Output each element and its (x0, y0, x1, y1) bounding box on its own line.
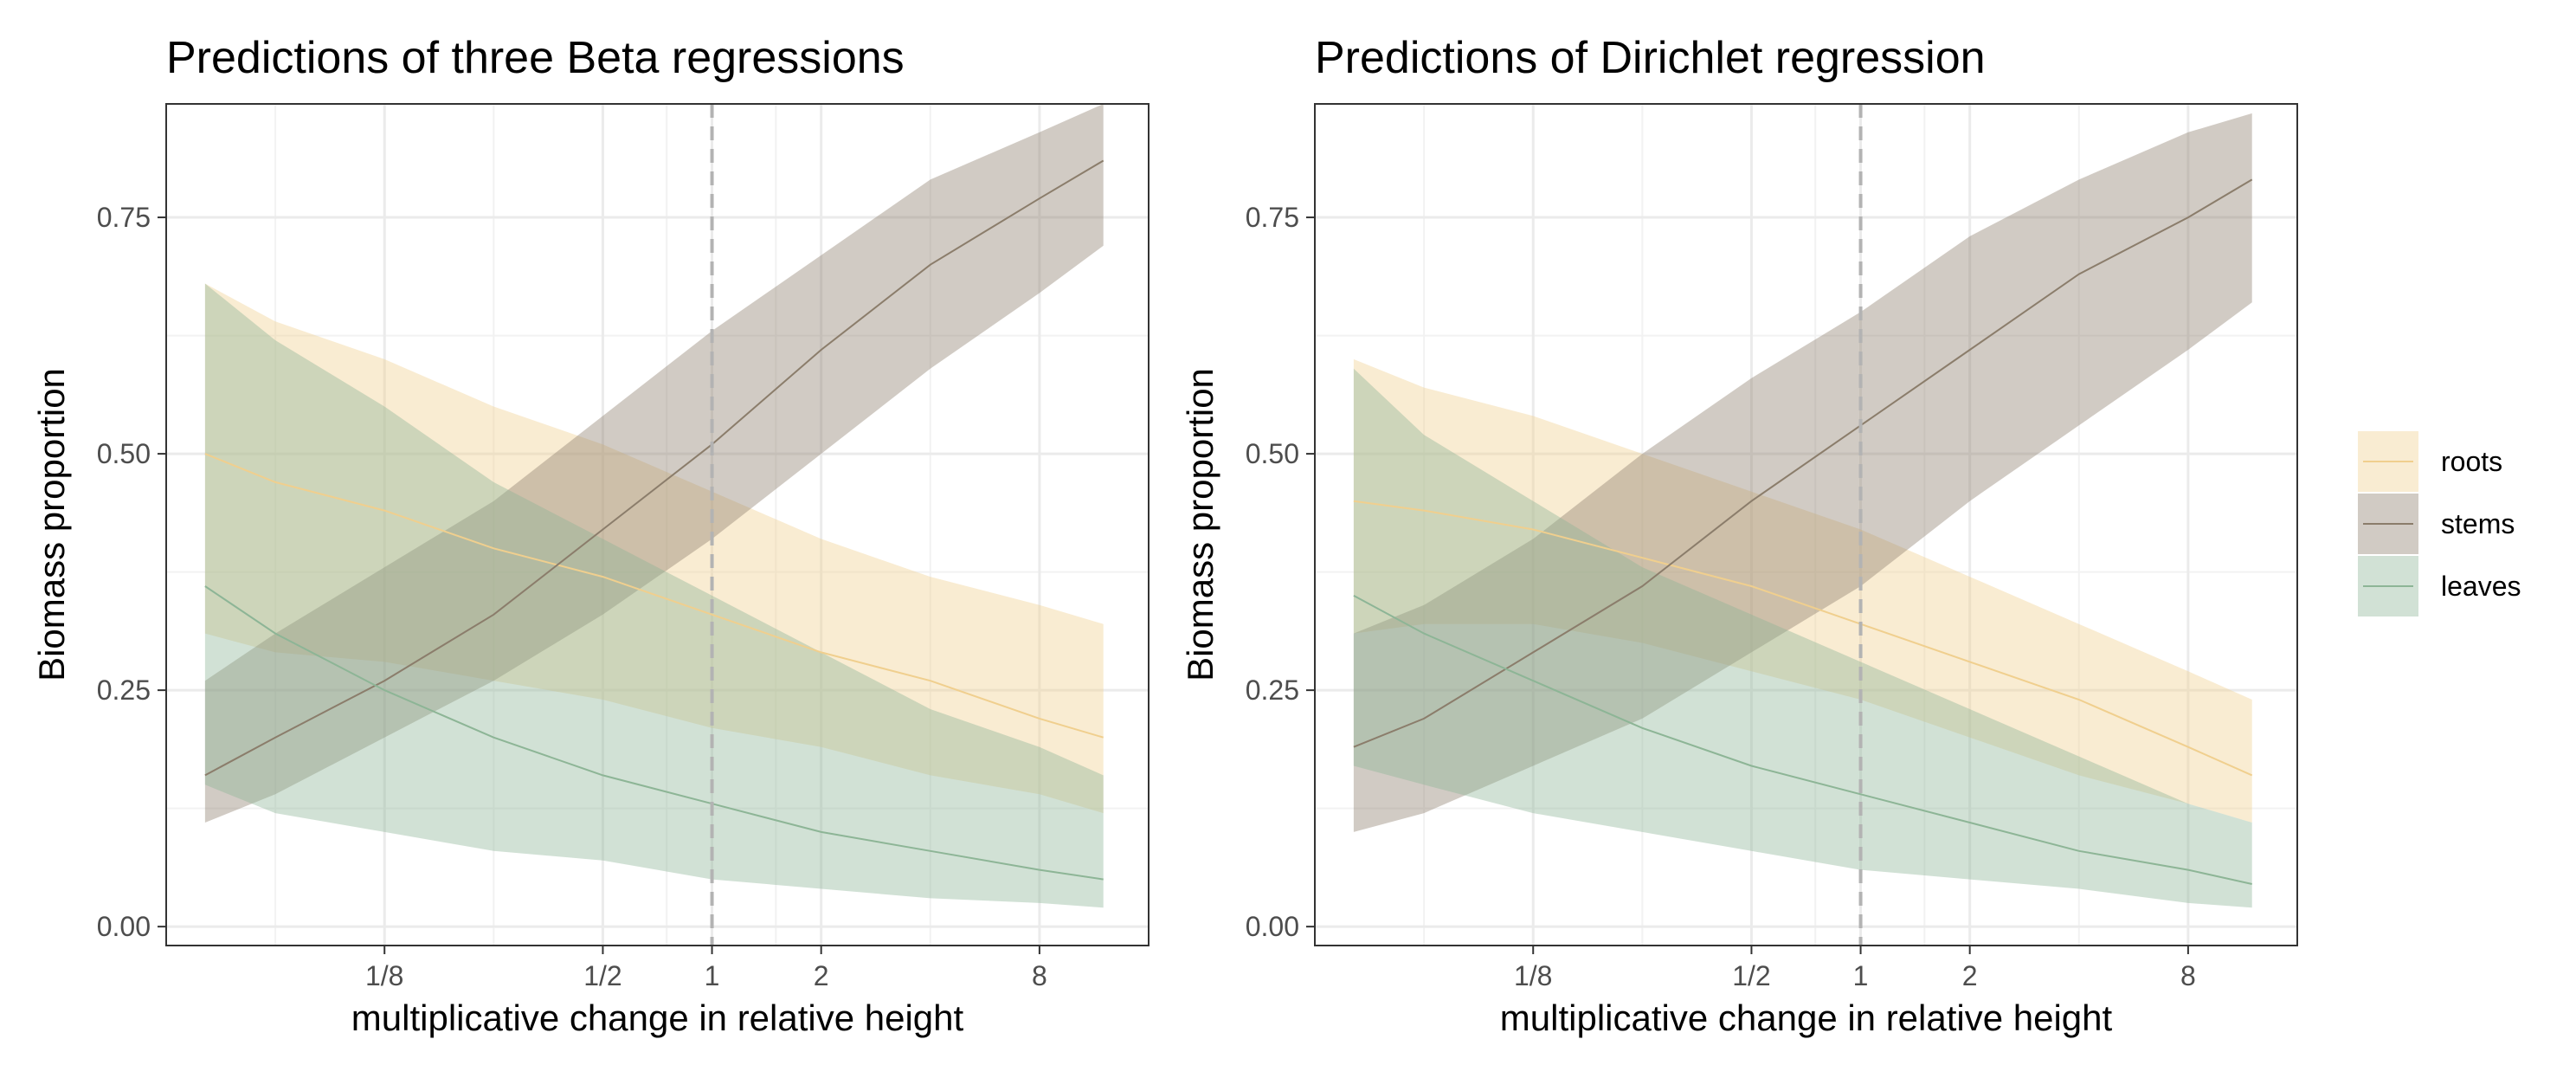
leaves-prediction-line (204, 585, 1104, 881)
y-tick-label: 0.50 (1246, 438, 1299, 469)
leaves-prediction-line (1353, 595, 2252, 885)
leaves-confidence-band (204, 283, 1104, 908)
roots-confidence-band (1353, 358, 2252, 823)
x-tick-label: 1 (705, 960, 720, 991)
panel-border (1314, 103, 2298, 946)
y-tick-label: 0.25 (97, 675, 151, 706)
legend-label-stems: stems (2441, 508, 2515, 539)
x-tick-label: 8 (1032, 960, 1047, 991)
y-tick-label: 0.50 (97, 438, 151, 469)
legend-label-roots: roots (2441, 446, 2502, 477)
y-tick-label: 0.25 (1246, 675, 1299, 706)
x-tick-label: 2 (1962, 960, 1978, 991)
x-axis-title: multiplicative change in relative height (351, 997, 964, 1038)
stems-confidence-band (204, 104, 1104, 823)
panel-title: Predictions of three Beta regressions (166, 33, 905, 83)
legend: roots stems leaves (2358, 431, 2521, 616)
leaves-confidence-band (1353, 368, 2252, 908)
stems-prediction-line (1353, 178, 2253, 748)
y-tick-label: 0.00 (97, 911, 151, 942)
x-tick-label: 8 (2180, 960, 2196, 991)
panel-title: Predictions of Dirichlet regression (1315, 33, 1986, 83)
x-tick-label: 2 (814, 960, 829, 991)
y-tick-label: 0.00 (1246, 911, 1299, 942)
plot-background (1315, 104, 2297, 946)
stems-prediction-line (204, 159, 1104, 777)
x-tick-label: 1/2 (583, 960, 621, 991)
x-tick-label: 1/8 (365, 960, 403, 991)
y-tick-label: 0.75 (97, 202, 151, 233)
y-tick-label: 0.75 (1246, 202, 1299, 233)
x-tick-label: 1/2 (1732, 960, 1770, 991)
beta-regression-panel: 0.00 0.25 0.50 0.75 1/8 1/2 1 2 8 Predictions of … (31, 33, 1150, 1038)
roots-prediction-line (204, 453, 1104, 739)
dirichlet-regression-panel: 0.00 0.25 0.50 0.75 1/8 1/2 1 2 8 Predictions of … (1180, 33, 2298, 1038)
plot-background (166, 104, 1149, 946)
x-tick-label: 1 (1853, 960, 1869, 991)
y-axis-title: Biomass proportion (31, 368, 72, 681)
stems-confidence-band (1353, 113, 2252, 832)
legend-label-leaves: leaves (2441, 571, 2521, 602)
roots-prediction-line (1353, 500, 2253, 777)
panel-border (165, 103, 1150, 946)
roots-confidence-band (204, 283, 1104, 814)
x-axis-title: multiplicative change in relative height (1500, 997, 2113, 1038)
x-tick-label: 1/8 (1514, 960, 1552, 991)
y-axis-title: Biomass proportion (1180, 368, 1220, 681)
